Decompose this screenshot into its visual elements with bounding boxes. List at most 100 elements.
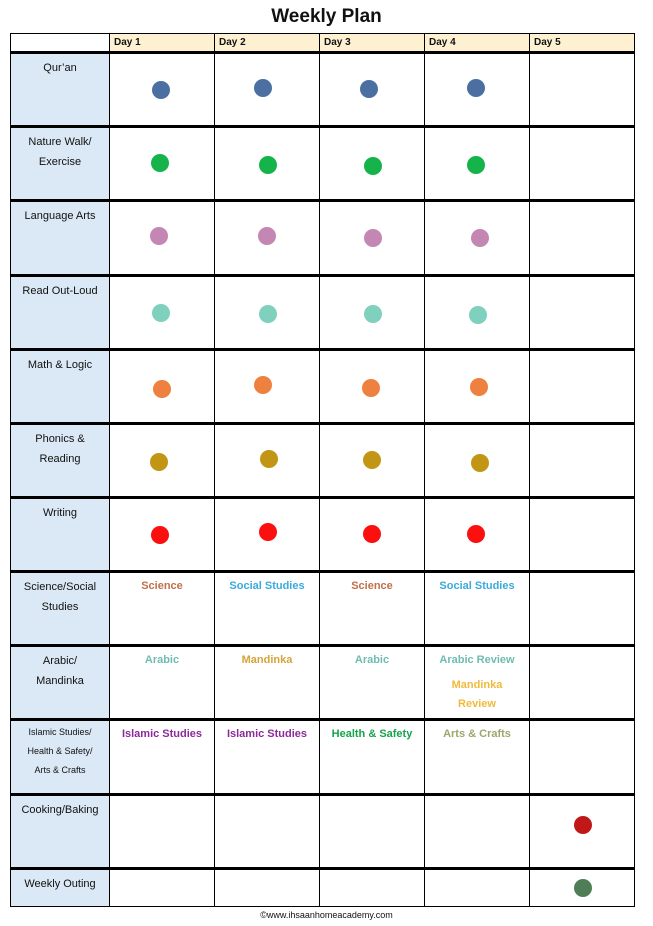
table-cell bbox=[319, 422, 425, 499]
dot-marker bbox=[574, 815, 592, 834]
dot-marker bbox=[362, 378, 380, 397]
dot-marker bbox=[150, 452, 168, 471]
table-cell bbox=[109, 126, 215, 203]
table-cell bbox=[109, 496, 215, 574]
dot-marker bbox=[260, 449, 278, 468]
table-cell bbox=[529, 200, 635, 277]
weekly-plan-table: Day 1 Day 2 Day 3 Day 4 Day 5 Qur’an Nat… bbox=[10, 32, 635, 908]
day-header: Day 2 bbox=[214, 32, 320, 55]
subject-cell: Cooking/Baking bbox=[10, 793, 110, 870]
activity-label: Mandinka bbox=[241, 654, 293, 667]
dot-marker bbox=[471, 229, 489, 248]
activity-label: Science bbox=[141, 580, 183, 593]
table-cell bbox=[529, 793, 635, 870]
subject-line: Exercise bbox=[38, 156, 82, 169]
activity-label: Arts & Crafts bbox=[443, 728, 511, 741]
subject-line: Health & Safety/ bbox=[27, 746, 93, 757]
header-row: Day 1 Day 2 Day 3 Day 4 Day 5 bbox=[10, 32, 635, 55]
dot-marker bbox=[151, 525, 169, 544]
table-cell bbox=[319, 126, 425, 203]
activity-label: Arabic bbox=[354, 654, 390, 667]
dot-marker bbox=[258, 227, 276, 246]
activity-label: Social Studies bbox=[229, 580, 305, 593]
dot-marker bbox=[152, 81, 170, 100]
table-row: Nature Walk/Exercise bbox=[10, 126, 635, 203]
subject-line: Science/Social bbox=[23, 581, 97, 594]
activity-label: Health & Safety bbox=[331, 728, 413, 741]
subject-cell: Islamic Studies/Health & Safety/Arts & C… bbox=[10, 719, 110, 796]
dot-marker bbox=[259, 156, 277, 175]
table-cell: Arts & Crafts bbox=[424, 719, 530, 796]
table-cell bbox=[529, 274, 635, 351]
dot-marker bbox=[150, 227, 168, 246]
table-cell: Health & Safety bbox=[319, 719, 425, 796]
activity-label-extra: Mandinka Review bbox=[426, 676, 529, 714]
table-cell bbox=[529, 52, 635, 129]
dot-marker bbox=[363, 450, 381, 469]
dot-marker bbox=[151, 154, 169, 173]
table-cell bbox=[109, 274, 215, 351]
footer-copyright: ©www.ihsaanhomeacademy.com bbox=[260, 910, 393, 920]
day-header: Day 4 bbox=[424, 32, 530, 55]
dot-marker bbox=[470, 377, 488, 396]
table-row: Weekly Outing bbox=[10, 867, 635, 908]
table-cell: Science bbox=[109, 571, 215, 648]
table-cell bbox=[424, 274, 530, 351]
table-cell: Social Studies bbox=[424, 571, 530, 648]
subject-line: Arts & Crafts bbox=[34, 765, 86, 776]
table-row: Science/Social Studies Science Social Stu… bbox=[10, 571, 635, 648]
activity-label: Science bbox=[351, 580, 393, 593]
table-cell bbox=[214, 496, 320, 574]
activity-label: Arabic Review bbox=[439, 654, 515, 667]
subject-line: Mandinka bbox=[36, 675, 84, 688]
table-cell bbox=[214, 200, 320, 277]
table-cell bbox=[424, 793, 530, 870]
subject-line: Phonics & bbox=[35, 432, 85, 445]
table-cell: Social Studies bbox=[214, 571, 320, 648]
table-cell bbox=[529, 126, 635, 203]
table-row: Language Arts bbox=[10, 200, 635, 277]
table-cell bbox=[319, 274, 425, 351]
table-cell: Islamic Studies bbox=[214, 719, 320, 796]
subject-cell: Science/Social Studies bbox=[10, 571, 110, 648]
dot-marker bbox=[153, 379, 171, 398]
activity-label: Islamic Studies bbox=[121, 728, 203, 741]
subject-cell: Language Arts bbox=[10, 200, 110, 277]
day-header: Day 5 bbox=[529, 32, 635, 55]
table-row: Qur’an bbox=[10, 52, 635, 129]
extra-line: Mandinka bbox=[451, 679, 503, 692]
table-cell bbox=[109, 867, 215, 908]
table-cell bbox=[424, 200, 530, 277]
table-row: Read Out-Loud bbox=[10, 274, 635, 351]
table-cell bbox=[109, 52, 215, 129]
table-row: Cooking/Baking bbox=[10, 793, 635, 870]
table-cell bbox=[214, 867, 320, 908]
table-cell bbox=[529, 348, 635, 425]
table-cell: Islamic Studies bbox=[109, 719, 215, 796]
table-cell bbox=[424, 496, 530, 574]
extra-line: Review bbox=[458, 698, 496, 711]
table-cell bbox=[319, 793, 425, 870]
table-cell bbox=[529, 496, 635, 574]
table-cell: Arabic bbox=[319, 645, 425, 722]
activity-label: Arabic bbox=[144, 654, 180, 667]
table-cell bbox=[109, 200, 215, 277]
table-cell: Science bbox=[319, 571, 425, 648]
table-row: Writing bbox=[10, 496, 635, 574]
table-row: Math & Logic bbox=[10, 348, 635, 425]
dot-marker bbox=[254, 375, 272, 394]
subject-cell: Weekly Outing bbox=[10, 867, 110, 908]
dot-marker bbox=[259, 522, 277, 541]
table-cell bbox=[109, 422, 215, 499]
page-title: Weekly Plan bbox=[271, 6, 382, 27]
day-header: Day 3 bbox=[319, 32, 425, 55]
dot-marker bbox=[467, 524, 485, 543]
dot-marker bbox=[259, 304, 277, 323]
day-header: Day 1 bbox=[109, 32, 215, 55]
table-row: Arabic/Mandinka Arabic Mandinka Arabic A… bbox=[10, 645, 635, 722]
subject-line: Arabic/ bbox=[42, 655, 78, 668]
subject-cell: Qur’an bbox=[10, 52, 110, 129]
dot-marker bbox=[467, 79, 485, 98]
table-cell bbox=[319, 867, 425, 908]
table-cell: Arabic bbox=[109, 645, 215, 722]
